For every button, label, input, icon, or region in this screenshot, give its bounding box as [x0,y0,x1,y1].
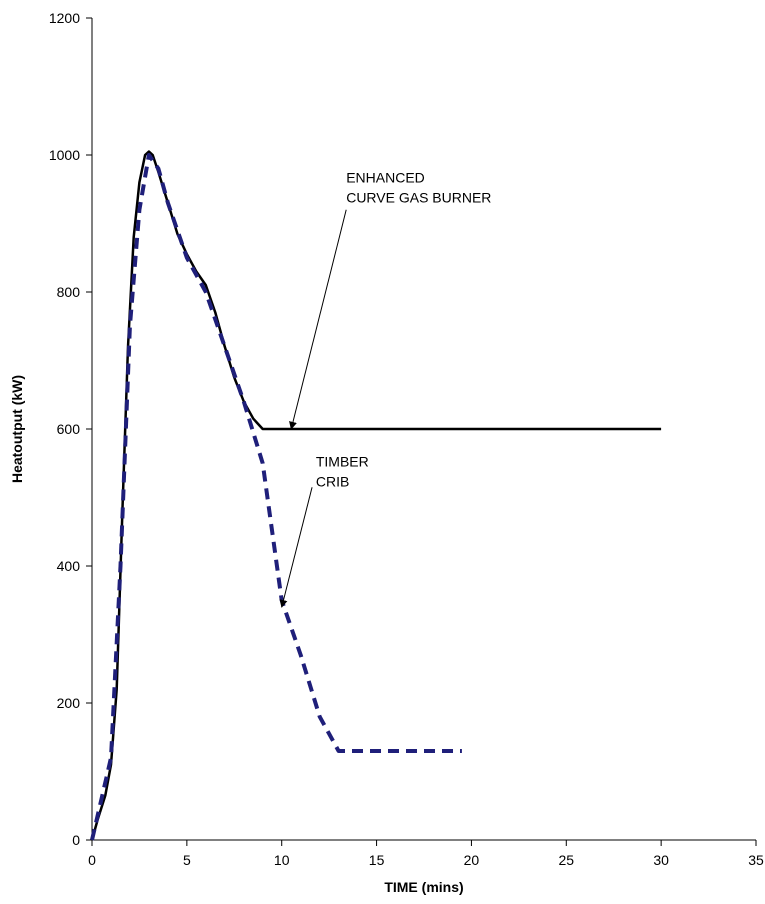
x-tick-label: 0 [88,852,96,868]
y-tick-label: 1200 [49,10,80,26]
y-tick-label: 200 [57,695,81,711]
series-group [90,150,662,841]
x-axis-label: TIME (mins) [384,879,463,895]
crib-annotation-line: TIMBER [316,454,369,470]
x-tick-label: 10 [274,852,290,868]
burner-annotation-line: ENHANCED [346,169,425,185]
x-tick-label: 25 [558,852,574,868]
burner-annotation-arrow [289,209,347,430]
crib-annotation-line: CRIB [316,474,349,490]
x-tick-label: 20 [464,852,480,868]
burner-annotation-text: ENHANCED CURVE GAS BURNER [346,169,491,205]
y-tick-label: 600 [57,421,81,437]
gas-burner-line [90,150,662,841]
crib-annotation-text: TIMBER CRIB [316,454,369,490]
ticks: 0 5 10 15 20 25 30 35 0 200 400 600 800 1000 1200 [49,10,764,868]
y-tick-label: 0 [72,832,80,848]
y-tick-label: 400 [57,558,81,574]
x-tick-label: 30 [653,852,669,868]
y-axis-label: Heatoutput (kW) [9,375,25,483]
y-tick-label: 800 [57,284,81,300]
timber-crib-line [90,153,462,841]
x-tick-label: 35 [748,852,764,868]
annotations: ENHANCED CURVE GAS BURNER TIMBER CRIB [279,169,491,608]
crib-annotation-arrow [279,487,313,608]
burner-annotation-line: CURVE GAS BURNER [346,189,491,205]
x-tick-label: 5 [183,852,191,868]
y-tick-label: 1000 [49,147,80,163]
x-tick-label: 15 [369,852,385,868]
